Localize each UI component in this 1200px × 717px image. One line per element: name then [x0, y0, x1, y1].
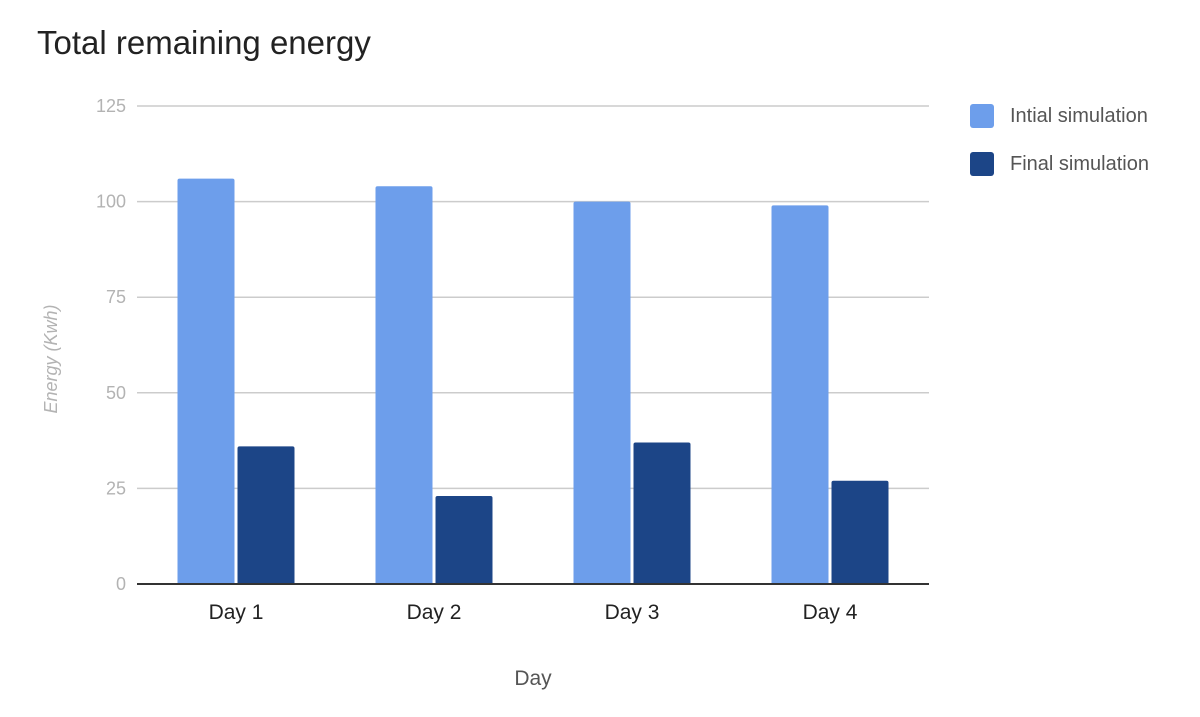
legend-swatch-initial	[970, 104, 994, 128]
y-tick-label: 0	[116, 574, 126, 594]
x-tick-label: Day 3	[605, 601, 660, 624]
x-axis-title: Day	[514, 667, 552, 690]
x-tick-label: Day 2	[407, 601, 462, 624]
x-tick-label: Day 1	[209, 601, 264, 624]
x-tick-label: Day 4	[803, 601, 858, 624]
chart-title: Total remaining energy	[37, 24, 371, 61]
y-tick-label: 125	[96, 96, 126, 116]
legend-label-final: Final simulation	[1010, 152, 1149, 175]
bar	[831, 480, 889, 584]
bar	[573, 201, 631, 584]
legend-item-initial[interactable]: Intial simulation	[970, 92, 1149, 140]
legend-item-final[interactable]: Final simulation	[970, 140, 1149, 188]
y-tick-label: 50	[106, 383, 126, 403]
y-axis-title: Energy (Kwh)	[41, 304, 61, 413]
bar	[633, 442, 691, 584]
bar	[177, 178, 235, 584]
y-tick-label: 100	[96, 192, 126, 212]
bar	[435, 496, 493, 584]
bar	[375, 186, 433, 584]
y-tick-label: 75	[106, 287, 126, 307]
y-tick-label: 25	[106, 478, 126, 498]
bar	[771, 205, 829, 584]
bar	[237, 446, 295, 584]
legend-label-initial: Intial simulation	[1010, 104, 1148, 127]
legend: Intial simulation Final simulation	[970, 92, 1149, 188]
legend-swatch-final	[970, 152, 994, 176]
